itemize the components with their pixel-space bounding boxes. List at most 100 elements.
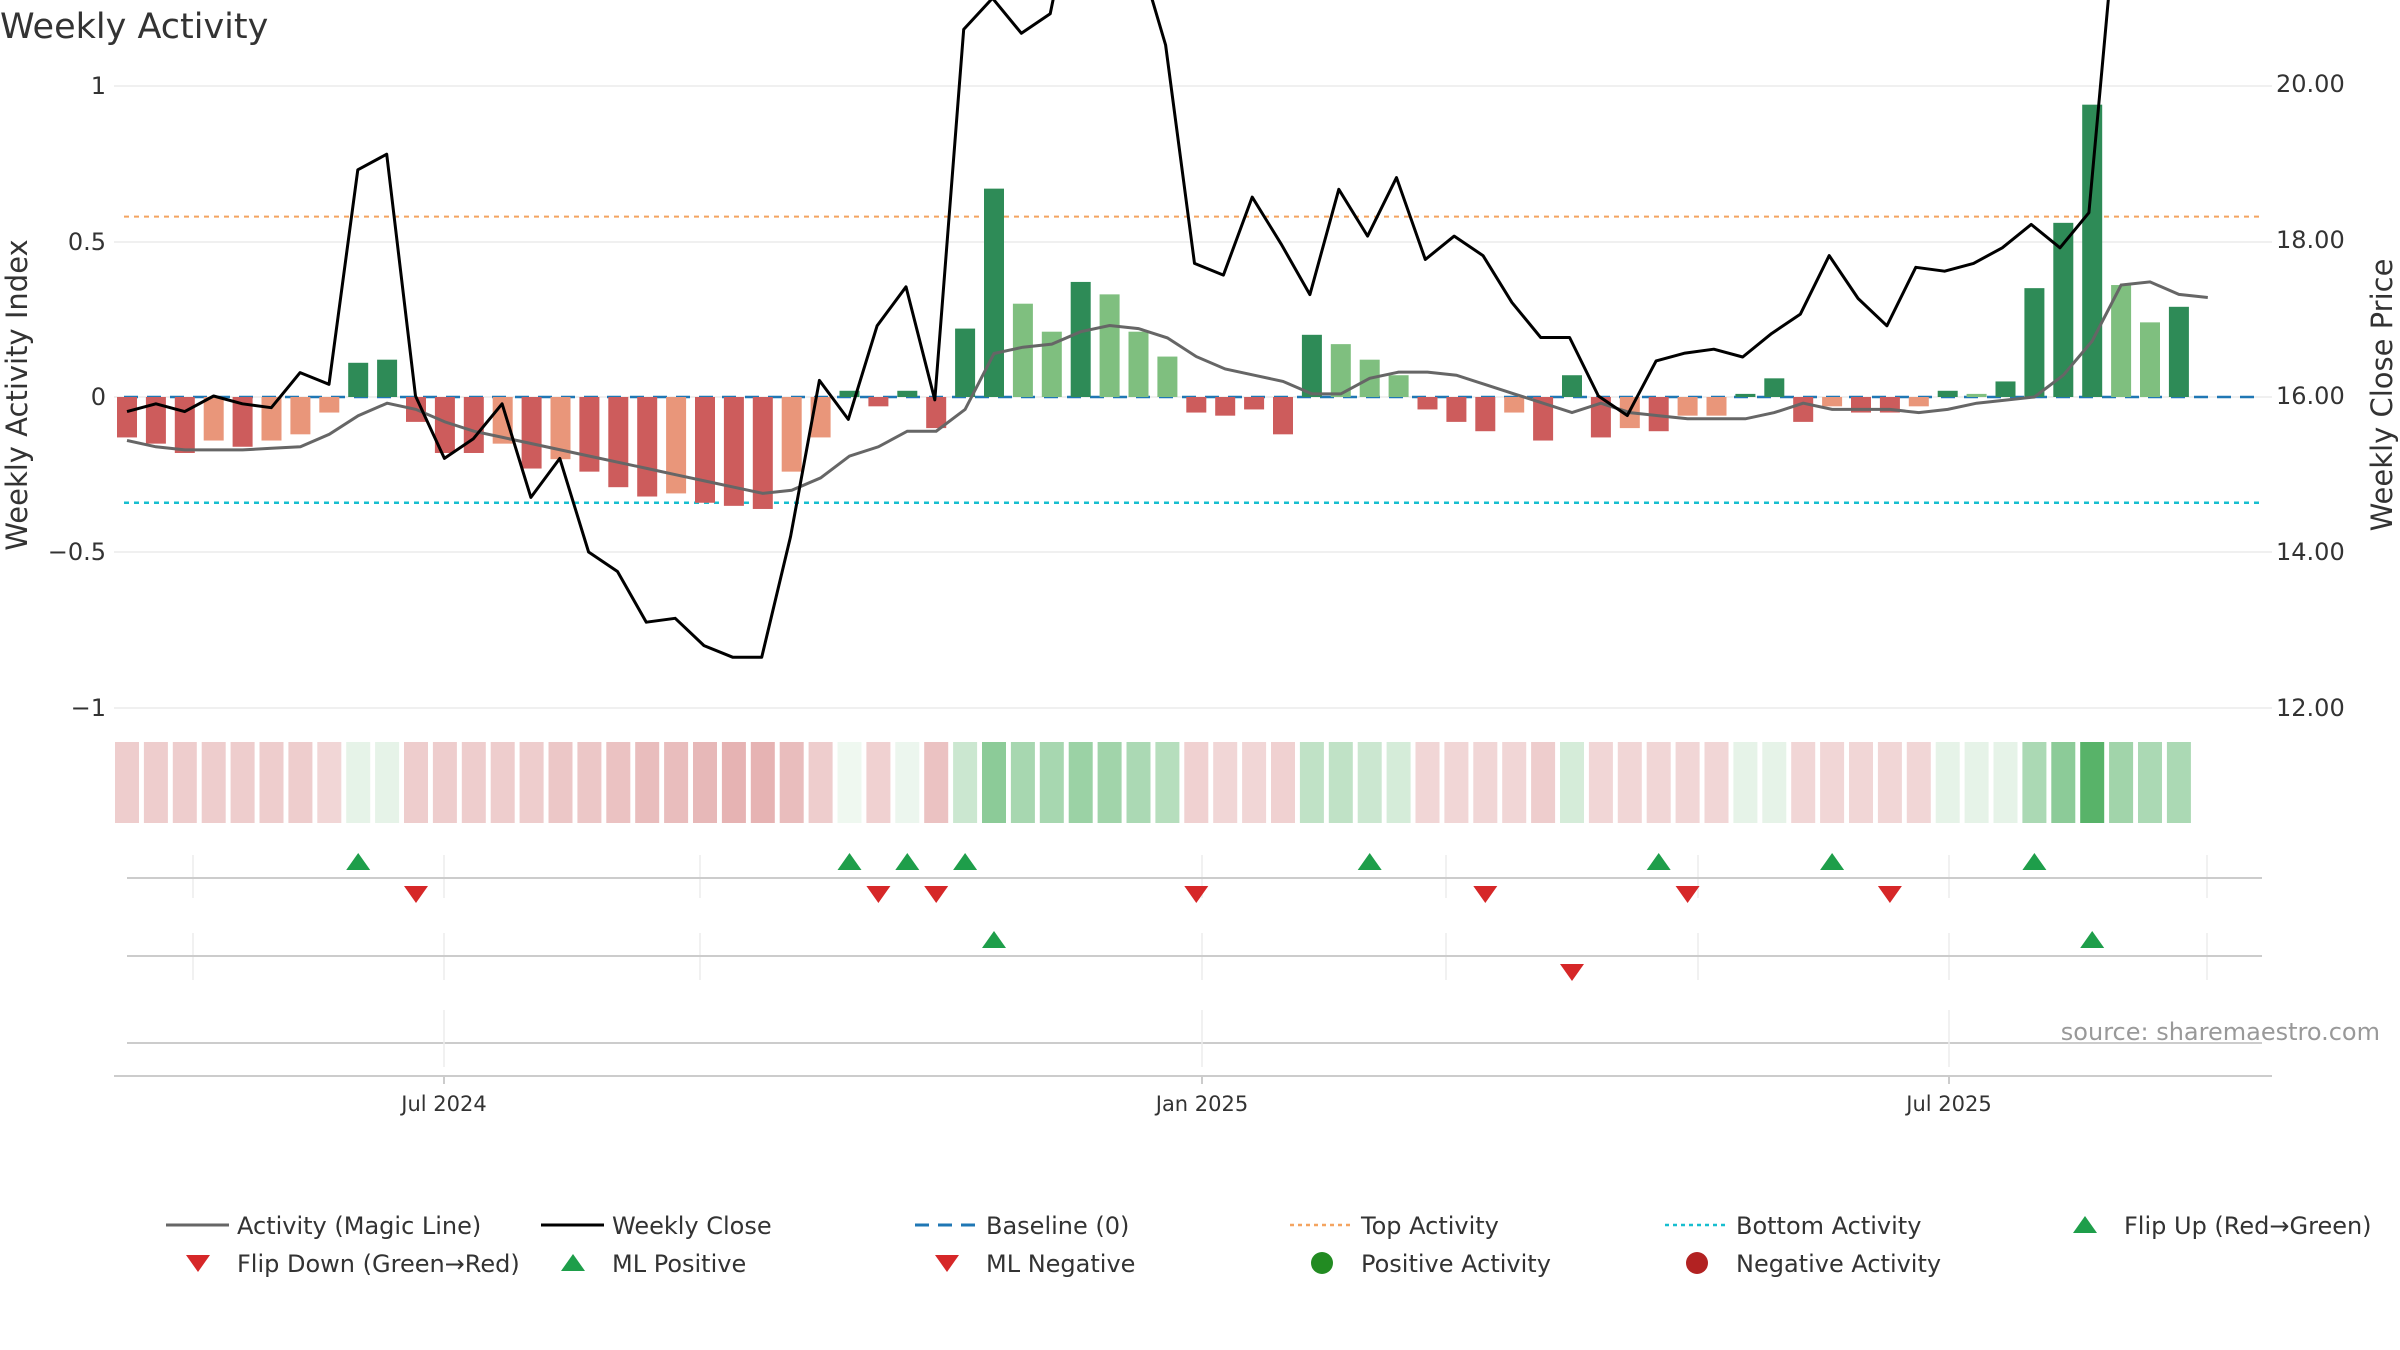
- flip-up-marker: [1357, 853, 1382, 870]
- state-strip-cell: [404, 742, 428, 823]
- state-strip-cell: [1328, 742, 1353, 823]
- activity-bar: [1215, 397, 1236, 416]
- state-strip-cell: [1386, 742, 1411, 823]
- state-strip-cell: [1444, 742, 1469, 823]
- state-strip-cell: [1155, 742, 1180, 823]
- flip-up-marker: [346, 853, 371, 870]
- state-strip-cell: [808, 742, 833, 823]
- y-tick-label: −1: [71, 694, 106, 722]
- activity-bar: [145, 397, 166, 444]
- activity-bar: [1041, 331, 1062, 397]
- state-strip-cell: [1849, 742, 1873, 823]
- activity-bar: [1012, 303, 1033, 397]
- y2-tick-label: 20.00: [2276, 70, 2345, 98]
- flip-down-marker: [924, 886, 949, 903]
- activity-bar: [1301, 334, 1322, 397]
- legend-label: Baseline (0): [986, 1212, 1129, 1240]
- state-strip-cell: [1675, 742, 1700, 823]
- y2-tick-label: 16.00: [2276, 382, 2345, 410]
- activity-bar: [723, 397, 744, 506]
- activity-bar: [1070, 281, 1091, 397]
- y2-tick-label: 18.00: [2276, 226, 2345, 254]
- state-strip-cell: [924, 742, 949, 823]
- state-strip-cell: [201, 742, 226, 823]
- state-strip-cell: [635, 742, 660, 823]
- y-axis-label: Weekly Activity Index: [0, 239, 34, 550]
- state-strip-cell: [1357, 742, 1382, 823]
- legend-label: Negative Activity: [1736, 1250, 1941, 1278]
- activity-bar: [550, 397, 571, 460]
- flip-up-marker: [2022, 853, 2047, 870]
- legend-label: ML Negative: [986, 1250, 1135, 1278]
- activity-bar: [1388, 375, 1409, 397]
- state-strip-cell: [664, 742, 689, 823]
- state-strip-cell: [1039, 742, 1064, 823]
- state-strip-cell: [1704, 742, 1729, 823]
- flip-down-marker: [866, 886, 891, 903]
- activity-bar: [348, 362, 369, 397]
- activity-bar: [1735, 393, 1756, 397]
- legend-swatch: [935, 1255, 959, 1272]
- activity-bar: [2140, 322, 2160, 397]
- date-tick-label: Jul 2025: [1904, 1092, 1991, 1116]
- activity-bar: [521, 397, 542, 469]
- activity-bar: [1099, 294, 1120, 397]
- activity-bar: [2053, 222, 2074, 397]
- activity-bar: [1273, 397, 1293, 435]
- state-strip-cell: [1213, 742, 1238, 823]
- date-tick-label: Jul 2024: [399, 1092, 486, 1116]
- state-strip-cell: [2109, 742, 2134, 823]
- state-strip-cell: [1877, 742, 1902, 823]
- activity-bar: [1822, 397, 1843, 407]
- state-strip-cell: [1531, 742, 1556, 823]
- state-strip-cell: [895, 742, 920, 823]
- activity-bar: [2168, 306, 2189, 397]
- activity-bar: [117, 397, 137, 438]
- flip-up-marker: [837, 853, 862, 870]
- legend-label: ML Positive: [612, 1250, 746, 1278]
- activity-bar: [1504, 397, 1525, 413]
- state-strip-cell: [1762, 742, 1787, 823]
- state-strip-cell: [1126, 742, 1151, 823]
- y2-axis-label: Weekly Close Price: [2365, 259, 2399, 532]
- state-strip-cell: [953, 742, 978, 823]
- state-strip-cell: [317, 742, 342, 823]
- activity-bar: [579, 397, 600, 472]
- state-strip-cell: [288, 742, 313, 823]
- state-strip-cell: [1791, 742, 1816, 823]
- state-strip-cell: [1617, 742, 1642, 823]
- legend-label: Flip Up (Red→Green): [2124, 1212, 2372, 1240]
- state-strip-cell: [519, 742, 544, 823]
- activity-bar: [1793, 397, 1814, 422]
- activity-bar: [695, 397, 715, 503]
- state-strip-cell: [548, 742, 573, 823]
- activity-bar: [666, 397, 687, 494]
- state-strip-cell: [982, 742, 1006, 823]
- date-tick-label: Jan 2025: [1154, 1092, 1249, 1116]
- activity-bar: [2024, 288, 2045, 397]
- activity-bar: [1475, 397, 1496, 432]
- state-strip-cell: [172, 742, 197, 823]
- activity-bar: [203, 397, 224, 441]
- activity-bar: [868, 397, 889, 407]
- state-strip-cell: [1820, 742, 1845, 823]
- state-strip-cell: [1097, 742, 1122, 823]
- activity-bar: [781, 397, 802, 472]
- state-strip-cell: [1964, 742, 1989, 823]
- state-strip-cell: [1646, 742, 1671, 823]
- state-strip-cell: [2051, 742, 2076, 823]
- flip-down-marker: [1877, 886, 1902, 903]
- legend-label: Top Activity: [1360, 1212, 1499, 1240]
- legend-label: Flip Down (Green→Red): [237, 1250, 520, 1278]
- activity-bar: [261, 397, 282, 441]
- y-tick-label: 1: [91, 72, 106, 100]
- activity-bar: [897, 390, 918, 397]
- activity-bar: [1677, 397, 1698, 416]
- activity-bar: [1764, 378, 1785, 397]
- activity-bar: [377, 359, 398, 397]
- state-strip-cell: [1502, 742, 1527, 823]
- activity-bar: [637, 397, 658, 497]
- state-strip-cell: [1473, 742, 1498, 823]
- flip-down-marker: [1675, 886, 1700, 903]
- activity-bar: [752, 397, 773, 509]
